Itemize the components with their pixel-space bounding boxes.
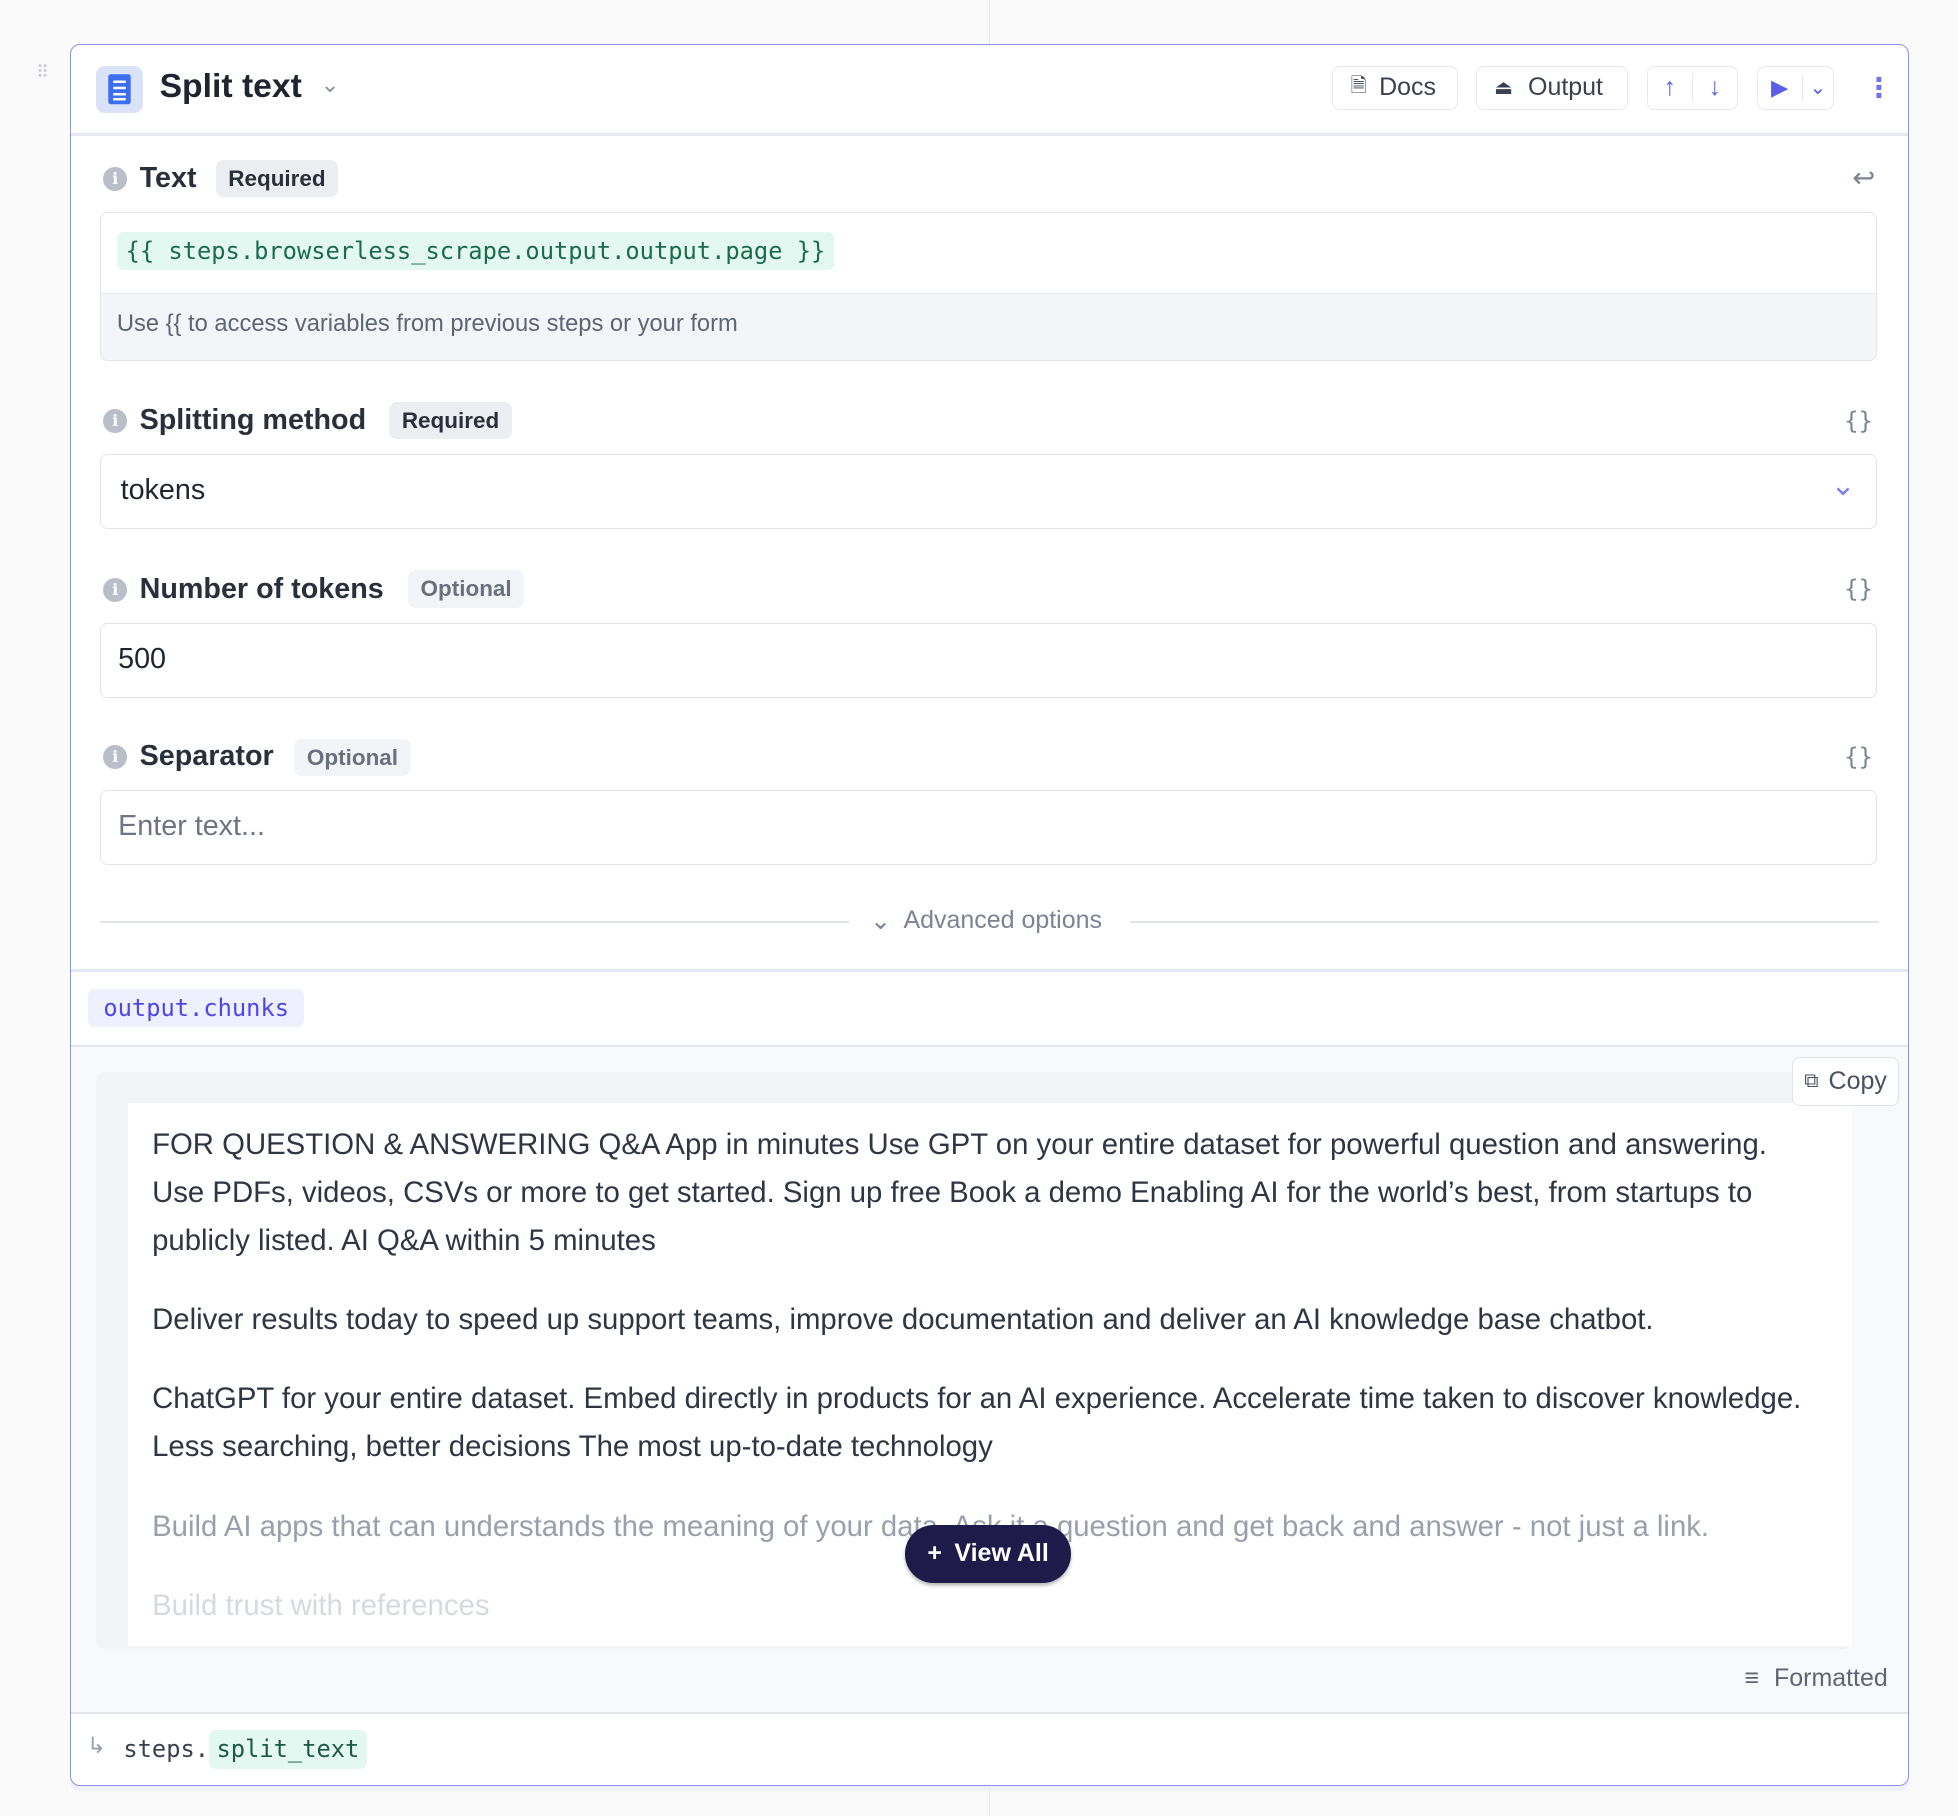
required-badge: Required: [215, 159, 339, 198]
splitting-method-label: Splitting method: [139, 404, 367, 437]
copy-label: Copy: [1828, 1067, 1887, 1096]
optional-badge: Optional: [408, 570, 525, 608]
variable-braces-icon[interactable]: {}: [1844, 406, 1873, 435]
docs-label: Docs: [1379, 73, 1436, 102]
advanced-options-label: Advanced options: [903, 906, 1102, 935]
variable-braces-icon[interactable]: {}: [1844, 575, 1873, 604]
output-label: Output: [1528, 73, 1603, 102]
docs-icon: 🗎: [1350, 74, 1367, 97]
chevron-down-icon: ⌄: [1830, 468, 1856, 502]
variable-braces-icon[interactable]: {}: [1844, 742, 1873, 771]
info-icon: i: [103, 409, 128, 434]
output-text: FOR QUESTION & ANSWERING Q&A App in minu…: [152, 1121, 1825, 1647]
divider: [1129, 921, 1880, 923]
drag-handle-icon[interactable]: ⠿: [36, 62, 51, 83]
splitting-method-select[interactable]: tokens ⌄: [99, 454, 1877, 530]
output-panel: FOR QUESTION & ANSWERING Q&A App in minu…: [70, 1044, 1908, 1715]
move-buttons: ↑ ↓: [1646, 65, 1738, 110]
formatted-toggle[interactable]: ≡ Formatted: [1744, 1664, 1887, 1693]
separator-input[interactable]: Enter text...: [99, 790, 1877, 866]
chevron-down-icon: ⌄: [870, 907, 891, 936]
kebab-icon[interactable]: ⋮: [1865, 72, 1893, 104]
info-icon: i: [103, 577, 128, 602]
info-icon: i: [103, 745, 128, 769]
info-icon: i: [103, 167, 128, 191]
text-label: Text: [139, 162, 197, 195]
step-name-chip[interactable]: split_text: [209, 1730, 367, 1770]
copy-icon: ⧉: [1804, 1070, 1819, 1093]
paragraph: ChatGPT for your entire dataset. Embed d…: [152, 1382, 1802, 1464]
section-divider: [70, 968, 1908, 973]
output-button[interactable]: ⏏ Output: [1475, 65, 1629, 110]
step-card: Split text ⌄ 🗎 Docs ⏏ Output ↑ ↓ ▶ ⌄ ⋮ i T…: [69, 43, 1909, 1787]
step-reference: steps. split_text: [123, 1730, 367, 1770]
arrow-down-icon[interactable]: ↓: [1708, 73, 1722, 102]
optional-badge: Optional: [294, 738, 411, 777]
plus-icon: +: [927, 1539, 942, 1568]
steps-prefix: steps.: [123, 1735, 210, 1764]
formatted-label: Formatted: [1773, 1663, 1888, 1692]
docs-button[interactable]: 🗎 Docs: [1332, 65, 1459, 110]
run-buttons: ▶ ⌄: [1756, 65, 1835, 110]
separator-label: Separator: [139, 740, 274, 773]
select-value: tokens: [120, 473, 206, 506]
input-placeholder: Enter text...: [118, 809, 265, 842]
document-icon: [95, 65, 144, 114]
return-arrow-icon: ↳: [87, 1732, 106, 1758]
play-icon[interactable]: ▶: [1758, 74, 1803, 101]
number-of-tokens-input[interactable]: 500: [99, 622, 1877, 698]
variable-chip: {{ steps.browserless_scrape.output.outpu…: [116, 231, 835, 271]
paragraph: FOR QUESTION & ANSWERING Q&A App in minu…: [152, 1127, 1767, 1257]
input-value: 500: [118, 642, 167, 675]
view-all-label: View All: [954, 1539, 1049, 1568]
advanced-options-toggle[interactable]: ⌄ Advanced options: [870, 906, 1102, 936]
connector-line-bottom: [988, 1788, 991, 1816]
paragraph: Deliver results today to speed up suppor…: [152, 1303, 1654, 1336]
number-of-tokens-label: Number of tokens: [139, 572, 384, 605]
arrow-up-icon[interactable]: ↑: [1648, 73, 1693, 103]
output-path-chip[interactable]: output.chunks: [88, 988, 304, 1028]
connector-line-top: [988, 0, 991, 44]
text-input[interactable]: {{ steps.browserless_scrape.output.outpu…: [99, 212, 1877, 361]
view-all-button[interactable]: + View All: [905, 1525, 1072, 1583]
step-title[interactable]: Split text: [159, 67, 302, 106]
divider: [99, 921, 849, 923]
run-options-chevron-icon[interactable]: ⌄: [1809, 77, 1827, 100]
header-divider: [70, 133, 1908, 136]
hint-area: Use {{ to access variables from previous…: [100, 292, 1876, 360]
lines-icon: ≡: [1744, 1663, 1759, 1692]
chevron-down-icon[interactable]: ⌄: [320, 72, 340, 98]
paragraph: Build trust with references: [152, 1588, 490, 1622]
required-badge: Required: [389, 401, 512, 440]
output-icon: ⏏: [1494, 77, 1514, 100]
copy-button[interactable]: ⧉ Copy: [1792, 1056, 1900, 1107]
hint-text: Use {{ to access variables from previous…: [116, 311, 738, 338]
undo-icon[interactable]: ↩: [1852, 162, 1876, 194]
